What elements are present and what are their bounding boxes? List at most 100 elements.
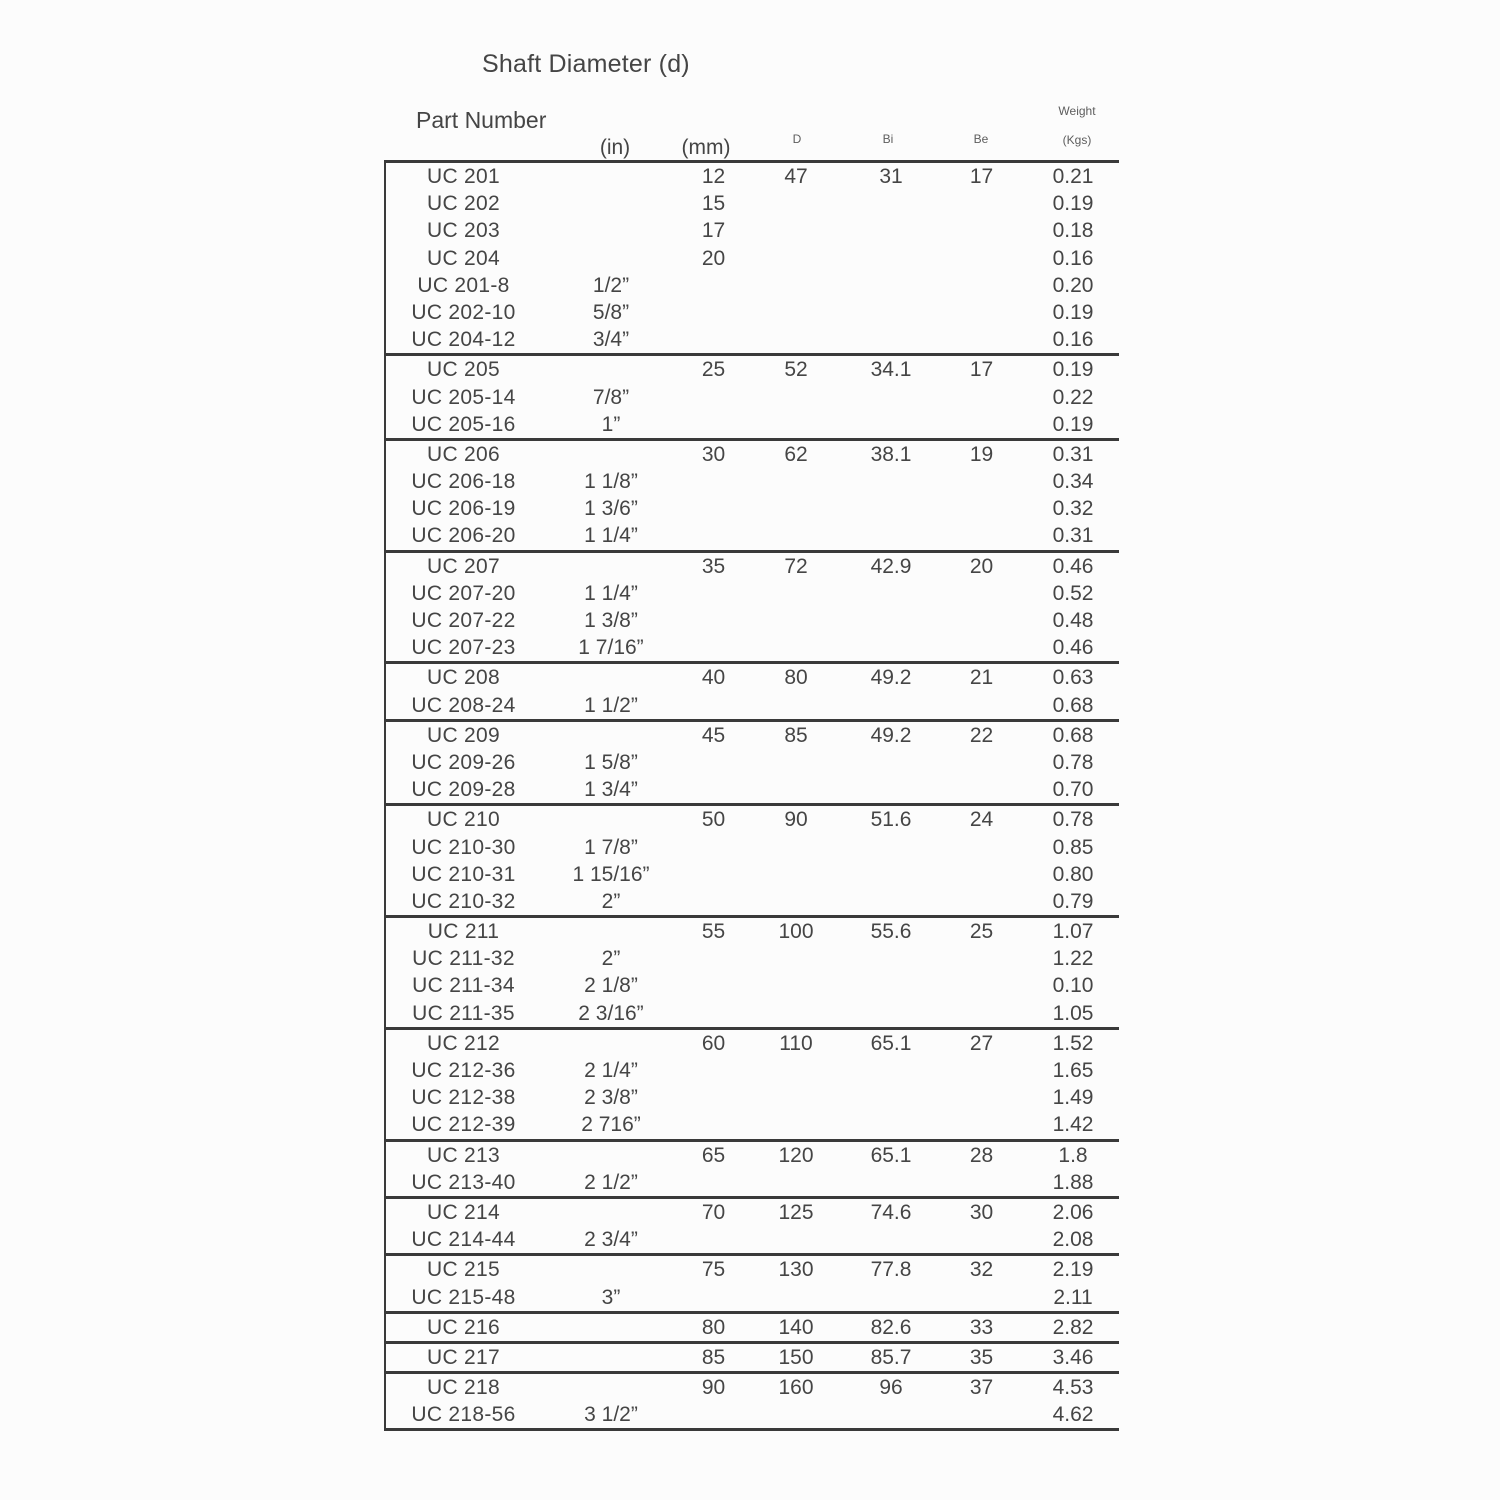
cell-shaft-diameter-in: 1 3/4” <box>584 778 638 802</box>
cell-dim-be <box>936 1401 1027 1428</box>
table-row: UC 215 75 130 77.8 32 2.19 <box>386 1256 1119 1283</box>
table-row: UC 206-19 1 3/6” 0.32 <box>386 495 1119 522</box>
cell-dim-d <box>746 468 846 495</box>
cell-shaft-diameter-in: 5/8” <box>592 300 630 324</box>
cell-dim-bi <box>846 1284 936 1311</box>
cell-dim-bi <box>846 945 936 972</box>
cell-weight-kgs: 1.22 <box>1052 947 1094 971</box>
cell-dim-d: 80 <box>784 666 808 690</box>
table-row: UC 206-18 1 1/8” 0.34 <box>386 468 1119 495</box>
cell-dim-d <box>746 634 846 661</box>
cell-shaft-diameter-mm <box>681 972 746 999</box>
cell-dim-be: 33 <box>969 1315 994 1339</box>
cell-shaft-diameter-in <box>541 163 681 190</box>
cell-part-number: UC 212-38 <box>411 1086 516 1110</box>
cell-dim-bi <box>846 1226 936 1253</box>
cell-part-number: UC 215-48 <box>411 1285 516 1309</box>
cell-weight-kgs: 0.48 <box>1052 609 1094 632</box>
cell-part-number: UC 214 <box>426 1200 500 1224</box>
cell-dim-d <box>746 776 846 803</box>
table-row: UC 205-16 1” 0.19 <box>386 411 1119 438</box>
cell-part-number: UC 211-32 <box>412 947 515 971</box>
cell-dim-bi: 34.1 <box>870 358 912 382</box>
cell-dim-bi <box>846 1111 936 1138</box>
cell-weight-kgs: 1.65 <box>1052 1059 1094 1082</box>
cell-dim-be <box>936 326 1027 353</box>
cell-dim-bi <box>846 888 936 915</box>
cell-dim-bi: 65.1 <box>870 1031 912 1055</box>
cell-dim-bi <box>846 326 936 353</box>
cell-dim-be <box>936 272 1027 299</box>
table-group: UC 213 65 120 65.1 28 1.8 UC 213-40 2 1/2” 1.88 <box>386 1142 1119 1199</box>
column-header-dim-be: Be <box>973 132 989 146</box>
cell-shaft-diameter-in <box>541 441 681 468</box>
cell-weight-kgs: 0.21 <box>1052 165 1094 188</box>
cell-weight-kgs: 4.53 <box>1052 1376 1094 1400</box>
cell-dim-d <box>746 245 846 272</box>
cell-part-number: UC 203 <box>426 219 500 243</box>
cell-dim-be: 27 <box>969 1031 994 1055</box>
cell-part-number: UC 205-14 <box>411 385 516 409</box>
table-group: UC 208 40 80 49.2 21 0.63 UC 208-24 1 1/2” 0.68 <box>386 664 1119 722</box>
table-row: UC 207-20 1 1/4” 0.52 <box>386 580 1119 607</box>
cell-dim-be <box>936 468 1027 495</box>
cell-shaft-diameter-in <box>541 553 681 580</box>
cell-shaft-diameter-in: 2 3/16” <box>578 1001 644 1025</box>
table-row: UC 215-48 3” 2.11 <box>386 1284 1119 1311</box>
cell-shaft-diameter-mm <box>681 945 746 972</box>
cell-shaft-diameter-mm: 40 <box>701 666 726 690</box>
cell-part-number: UC 212-39 <box>411 1113 516 1137</box>
page-title: Shaft Diameter (d) <box>482 50 690 78</box>
cell-shaft-diameter-mm <box>681 299 746 326</box>
cell-dim-be <box>936 299 1027 326</box>
cell-dim-bi <box>846 217 936 244</box>
cell-shaft-diameter-in: 1 1/2” <box>584 693 638 717</box>
table-group: UC 218 90 160 96 37 4.53 UC 218-56 3 1/2” 4.62 <box>386 1374 1119 1432</box>
cell-part-number: UC 210-32 <box>411 889 516 913</box>
cell-shaft-diameter-mm: 17 <box>701 219 726 243</box>
cell-shaft-diameter-mm: 45 <box>701 723 726 747</box>
cell-weight-kgs: 1.42 <box>1052 1113 1094 1137</box>
cell-dim-bi <box>846 522 936 549</box>
cell-part-number: UC 209 <box>426 723 500 747</box>
cell-dim-d: 140 <box>778 1315 814 1339</box>
cell-shaft-diameter-mm <box>681 326 746 353</box>
table-row: UC 211-32 2” 1.22 <box>386 945 1119 972</box>
cell-part-number: UC 217 <box>426 1345 500 1369</box>
cell-dim-d: 52 <box>784 358 808 382</box>
cell-shaft-diameter-mm <box>681 411 746 438</box>
table-row: UC 202 15 0.19 <box>386 190 1119 217</box>
cell-dim-be: 17 <box>969 358 994 382</box>
cell-dim-bi <box>846 299 936 326</box>
cell-weight-kgs: 0.68 <box>1052 723 1094 747</box>
table-row: UC 210-31 1 15/16” 0.80 <box>386 861 1119 888</box>
cell-dim-bi <box>846 749 936 776</box>
cell-dim-d <box>746 1226 846 1253</box>
cell-shaft-diameter-mm: 12 <box>701 165 726 188</box>
cell-shaft-diameter-in: 1 15/16” <box>572 862 650 886</box>
cell-dim-bi <box>846 272 936 299</box>
cell-dim-be <box>936 749 1027 776</box>
table-row: UC 201-8 1/2” 0.20 <box>386 272 1119 299</box>
cell-dim-be <box>936 1226 1027 1253</box>
cell-shaft-diameter-in: 2 1/4” <box>584 1059 638 1082</box>
cell-dim-d <box>746 495 846 522</box>
table-group: UC 217 85 150 85.7 35 3.46 <box>386 1344 1119 1375</box>
cell-dim-bi <box>846 245 936 272</box>
cell-dim-bi <box>846 384 936 411</box>
cell-dim-d <box>746 888 846 915</box>
table-row: UC 214 70 125 74.6 30 2.06 <box>386 1199 1119 1226</box>
cell-part-number: UC 206-19 <box>411 497 516 521</box>
cell-weight-kgs: 0.22 <box>1052 385 1094 409</box>
cell-dim-bi <box>846 1169 936 1196</box>
cell-weight-kgs: 1.07 <box>1052 920 1094 944</box>
cell-shaft-diameter-in <box>541 356 681 383</box>
cell-dim-d <box>746 945 846 972</box>
cell-shaft-diameter-in: 1 7/16” <box>578 636 644 660</box>
cell-dim-d <box>746 326 846 353</box>
table-row: UC 211-34 2 1/8” 0.10 <box>386 972 1119 999</box>
cell-shaft-diameter-mm <box>681 1169 746 1196</box>
cell-part-number: UC 201 <box>426 165 500 188</box>
cell-shaft-diameter-mm <box>681 634 746 661</box>
cell-shaft-diameter-mm: 75 <box>701 1258 726 1282</box>
